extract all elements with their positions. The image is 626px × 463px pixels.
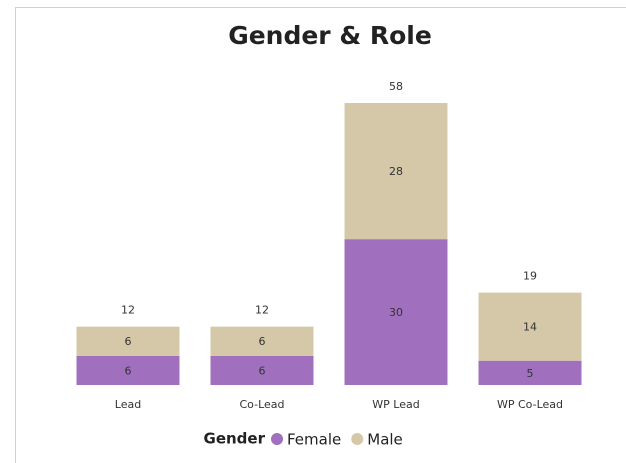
x-tick-label: Lead xyxy=(115,398,141,411)
segment-label: 6 xyxy=(259,335,266,348)
legend-title: Gender xyxy=(204,430,266,448)
segment-label: 6 xyxy=(259,364,266,377)
total-label: 12 xyxy=(121,304,135,317)
total-label: 58 xyxy=(389,80,403,93)
chart-title: Gender & Role xyxy=(228,21,432,50)
segment-label: 6 xyxy=(125,335,132,348)
x-tick-label: Co-Lead xyxy=(239,398,284,411)
x-tick-label: WP Lead xyxy=(372,398,419,411)
segment-label: 6 xyxy=(125,364,132,377)
x-tick-label: WP Co-Lead xyxy=(497,398,563,411)
bar-segment xyxy=(76,326,180,356)
bar-segment xyxy=(478,360,582,385)
legend-label: Female xyxy=(287,431,341,449)
segment-label: 5 xyxy=(527,367,534,380)
legend-swatch xyxy=(351,433,364,445)
bar-segment xyxy=(210,326,314,356)
total-label: 12 xyxy=(255,304,269,317)
bar-segment xyxy=(344,103,448,240)
segment-label: 30 xyxy=(389,306,403,319)
bar-segment xyxy=(210,355,314,385)
segment-label: 14 xyxy=(523,321,537,334)
bar-segment xyxy=(478,292,582,361)
legend-label: Male xyxy=(367,431,403,449)
legend-swatch xyxy=(271,433,283,445)
bar-segment xyxy=(76,355,180,385)
total-label: 19 xyxy=(523,270,537,283)
bar-segment xyxy=(344,239,448,385)
segment-label: 28 xyxy=(389,165,403,178)
legend: Gender Female Male xyxy=(204,430,403,449)
